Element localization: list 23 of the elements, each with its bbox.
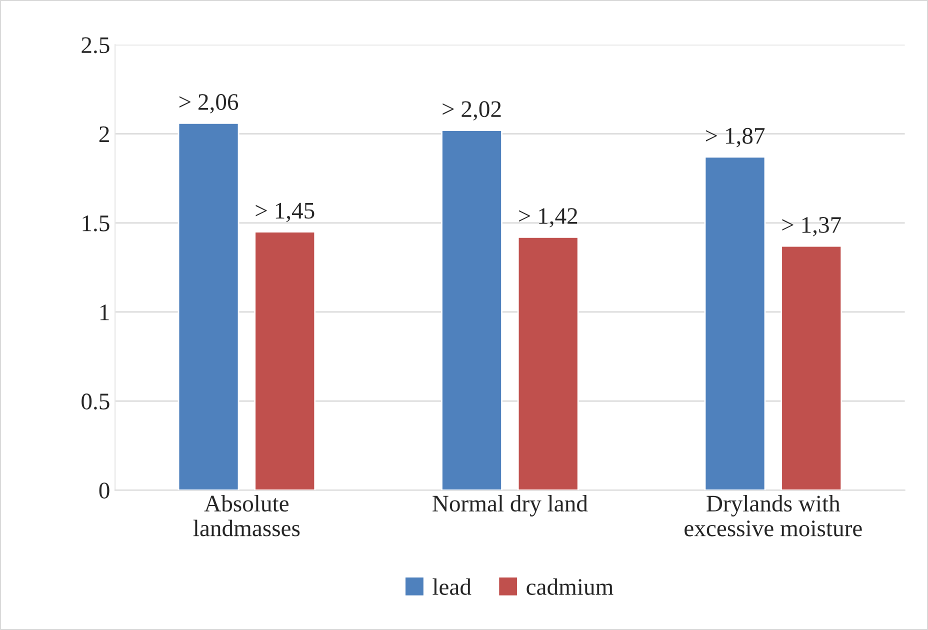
data-label: > 1,87 xyxy=(706,128,765,148)
bar xyxy=(517,236,579,490)
x-tick-label: Normal dry land xyxy=(432,495,588,516)
bar xyxy=(780,245,842,490)
legend-label: cadmium xyxy=(526,578,614,595)
y-tick-label: 1.5 xyxy=(82,216,110,232)
bar xyxy=(254,231,316,490)
y-tick-label: 2 xyxy=(99,126,109,142)
y-tick-label: 0 xyxy=(99,482,110,499)
y-tick-label: 2.5 xyxy=(82,37,110,54)
bar xyxy=(178,122,240,490)
data-label: > 1,42 xyxy=(519,208,578,228)
data-label: > 2,02 xyxy=(442,101,501,121)
y-tick-label: 1 xyxy=(100,304,109,320)
legend-label: lead xyxy=(432,578,472,595)
x-tick-label: Absolute landmasses xyxy=(193,495,300,536)
data-label: > 2,06 xyxy=(179,94,238,114)
x-tick-label: Drylands with excessive moisture xyxy=(684,495,862,536)
bar xyxy=(441,130,502,490)
bar xyxy=(704,156,766,490)
y-tick-label: 0.5 xyxy=(82,394,110,410)
data-label: > 1,37 xyxy=(782,217,841,236)
data-label: > 1,45 xyxy=(256,202,314,222)
